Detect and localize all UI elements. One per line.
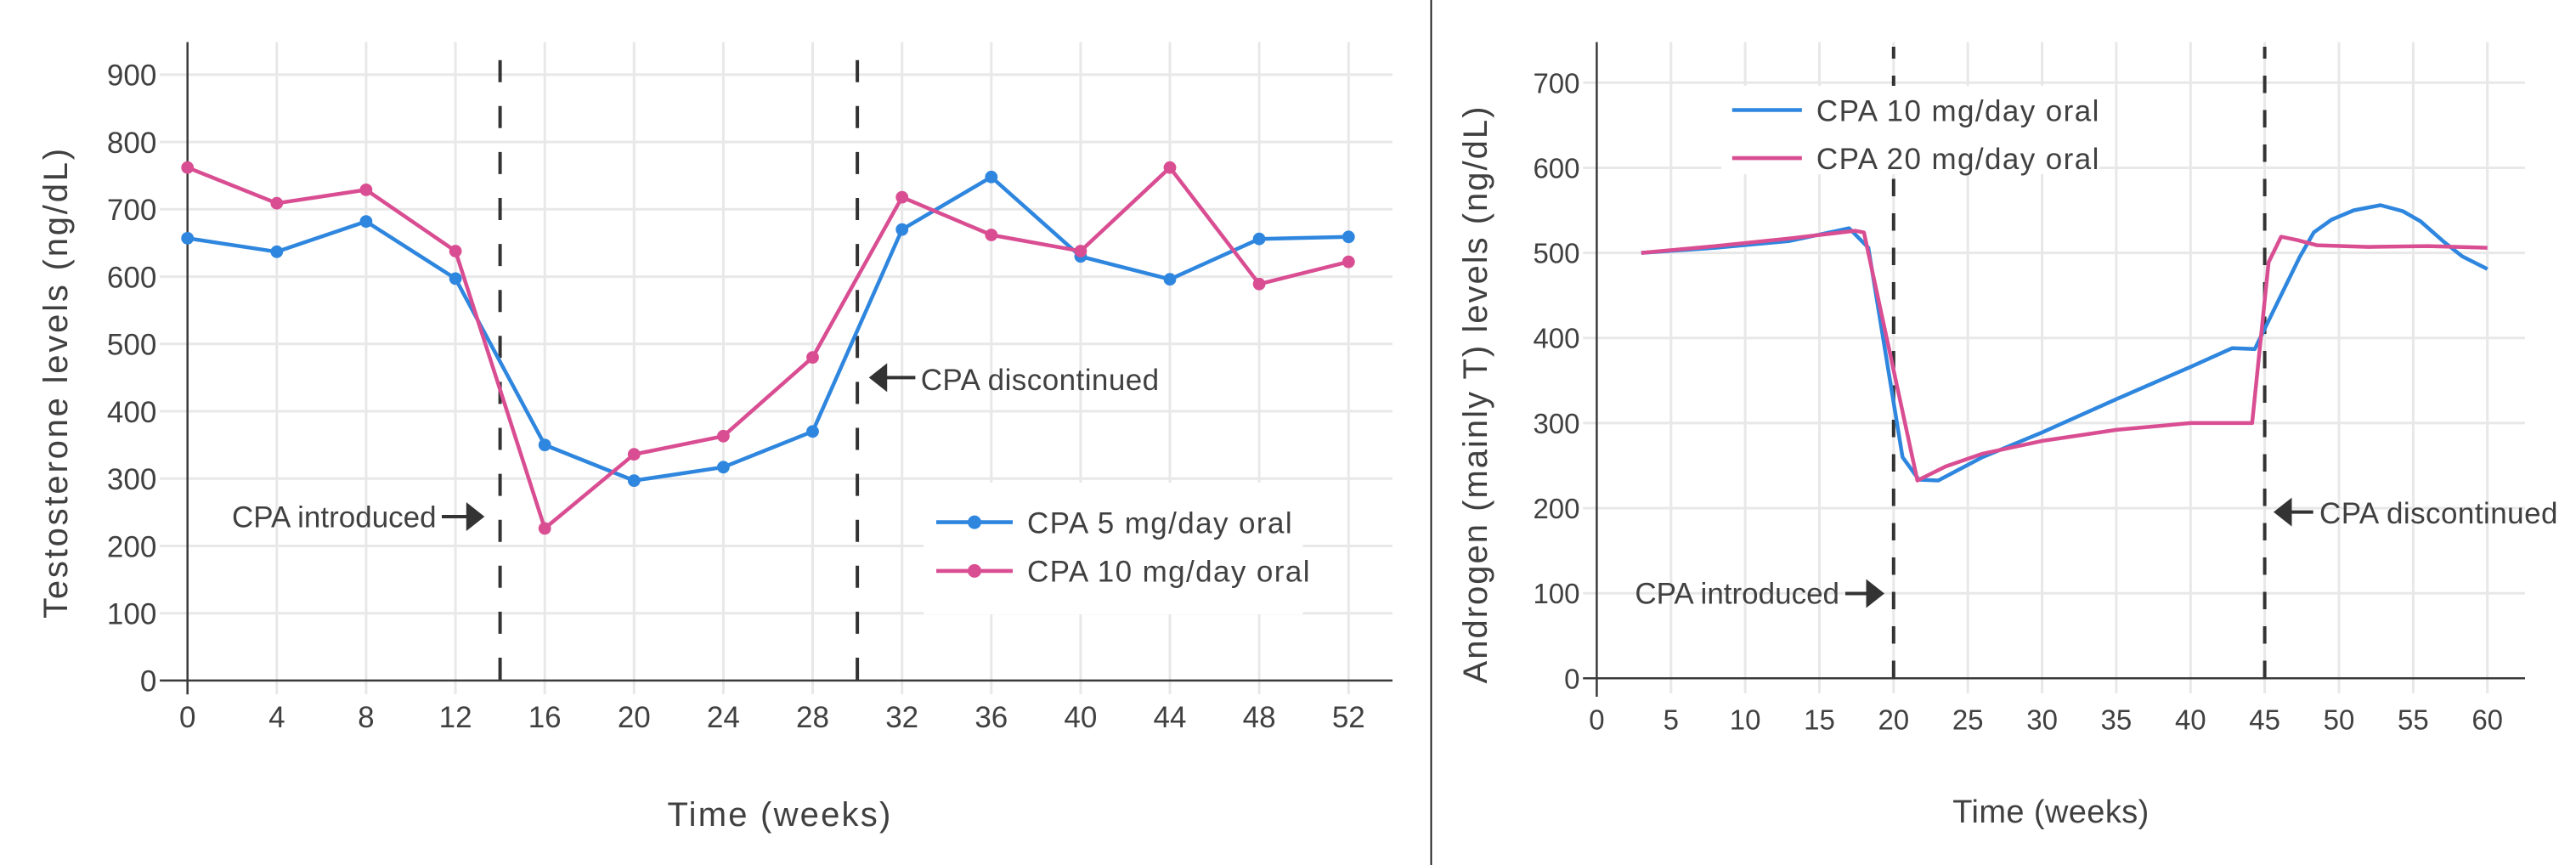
svg-text:44: 44 [1154, 701, 1187, 734]
svg-text:700: 700 [107, 194, 156, 227]
svg-text:0: 0 [140, 665, 156, 698]
svg-text:40: 40 [1064, 701, 1097, 734]
svg-text:0: 0 [1564, 663, 1579, 694]
svg-text:CPA introduced: CPA introduced [1635, 578, 1839, 611]
svg-text:CPA 20 mg/day oral: CPA 20 mg/day oral [1816, 143, 2100, 176]
svg-text:8: 8 [358, 701, 374, 734]
svg-text:36: 36 [974, 701, 1008, 734]
svg-text:CPA discontinued: CPA discontinued [921, 364, 1160, 397]
svg-text:52: 52 [1332, 701, 1365, 734]
svg-text:100: 100 [1533, 578, 1579, 609]
svg-text:Testosterone levels (ng/dL): Testosterone levels (ng/dL) [37, 146, 75, 619]
svg-text:4: 4 [268, 701, 285, 734]
svg-text:600: 600 [1533, 153, 1579, 184]
svg-text:100: 100 [107, 598, 156, 631]
svg-text:CPA 10 mg/day oral: CPA 10 mg/day oral [1027, 556, 1311, 589]
svg-text:25: 25 [1952, 704, 1984, 736]
svg-text:400: 400 [1533, 323, 1579, 354]
svg-text:24: 24 [707, 701, 740, 734]
svg-text:30: 30 [2026, 704, 2058, 736]
svg-text:45: 45 [2249, 704, 2280, 736]
svg-text:40: 40 [2175, 704, 2206, 736]
svg-text:20: 20 [618, 701, 651, 734]
svg-text:50: 50 [2324, 704, 2355, 736]
svg-text:800: 800 [107, 127, 156, 160]
svg-text:CPA discontinued: CPA discontinued [2319, 497, 2558, 530]
svg-text:CPA 5 mg/day oral: CPA 5 mg/day oral [1027, 506, 1293, 540]
svg-text:500: 500 [107, 329, 156, 362]
svg-text:500: 500 [1533, 238, 1579, 269]
svg-text:0: 0 [1589, 704, 1604, 736]
svg-text:200: 200 [107, 530, 156, 563]
svg-text:600: 600 [107, 261, 156, 294]
svg-text:15: 15 [1804, 704, 1835, 736]
svg-text:CPA 10 mg/day oral: CPA 10 mg/day oral [1816, 94, 2100, 127]
svg-text:10: 10 [1730, 704, 1761, 736]
svg-text:300: 300 [107, 463, 156, 496]
svg-text:28: 28 [796, 701, 829, 734]
svg-text:Androgen (mainly T) levels (ng: Androgen (mainly T) levels (ng/dL) [1457, 105, 1494, 684]
svg-text:12: 12 [439, 701, 472, 734]
svg-text:300: 300 [1533, 408, 1579, 439]
svg-text:200: 200 [1533, 493, 1579, 524]
svg-text:20: 20 [1878, 704, 1909, 736]
svg-text:5: 5 [1664, 704, 1679, 736]
svg-text:700: 700 [1533, 67, 1579, 99]
svg-text:16: 16 [528, 701, 562, 734]
svg-text:Time (weeks): Time (weeks) [668, 796, 893, 834]
svg-text:900: 900 [107, 59, 156, 93]
svg-text:48: 48 [1243, 701, 1276, 734]
svg-text:32: 32 [885, 701, 918, 734]
svg-text:400: 400 [107, 396, 156, 429]
svg-text:60: 60 [2471, 704, 2503, 736]
svg-text:0: 0 [179, 701, 195, 734]
svg-text:CPA introduced: CPA introduced [232, 500, 437, 534]
svg-text:35: 35 [2101, 704, 2133, 736]
svg-text:Time (weeks): Time (weeks) [1952, 794, 2149, 830]
svg-text:55: 55 [2398, 704, 2429, 736]
